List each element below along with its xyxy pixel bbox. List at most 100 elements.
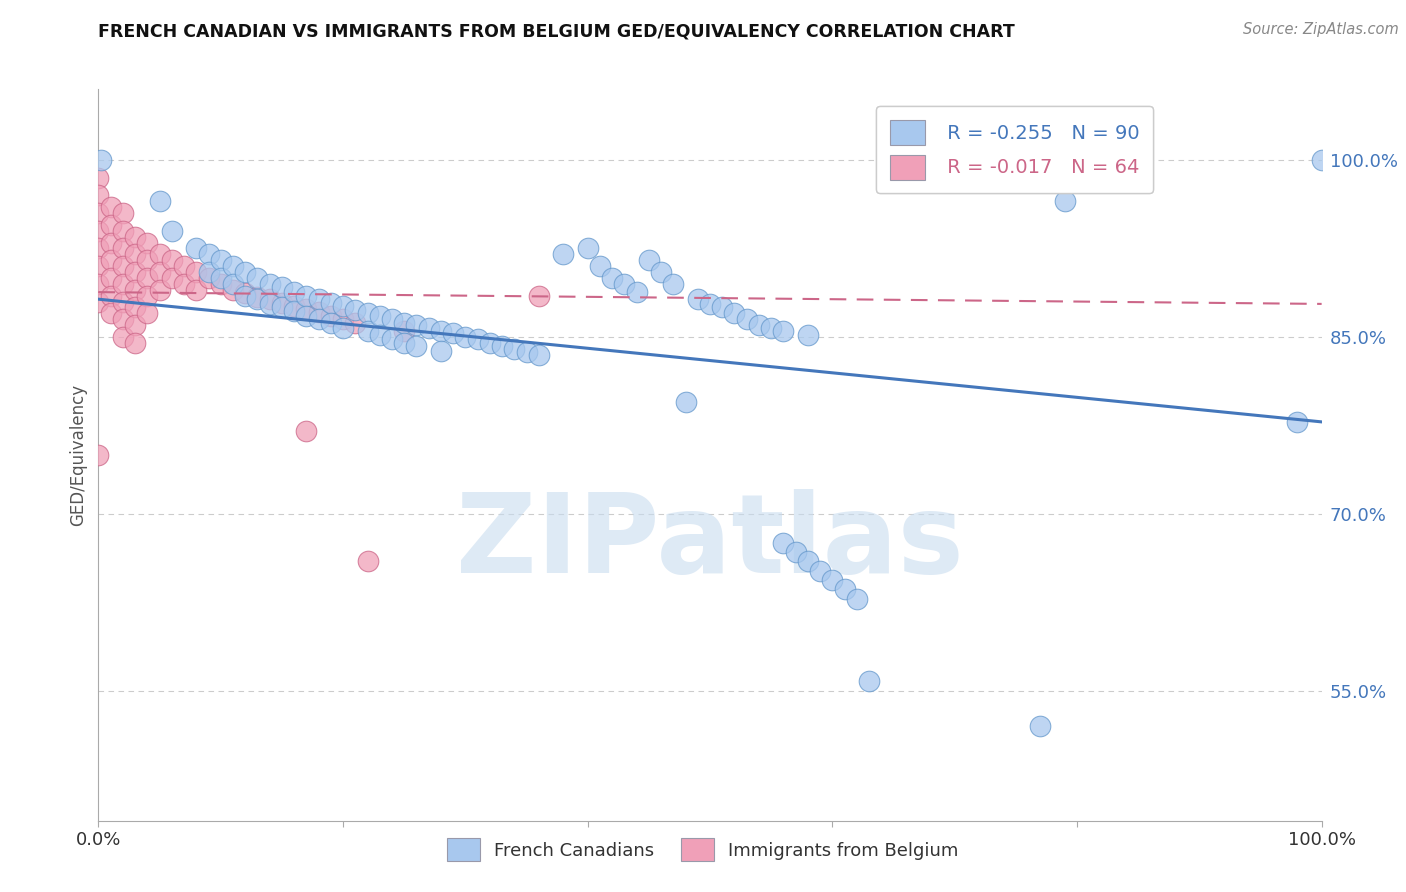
Y-axis label: GED/Equivalency: GED/Equivalency [69,384,87,526]
Point [699,297,721,311]
Point [246,271,269,285]
Point [589,259,612,273]
Point [111,330,134,344]
Point [723,306,745,320]
Point [748,318,770,333]
Point [100,200,122,214]
Point [478,335,501,350]
Point [259,297,281,311]
Point [295,288,318,302]
Point [491,339,513,353]
Point [356,554,378,568]
Point [785,544,807,558]
Point [270,280,294,294]
Point [344,302,367,317]
Point [100,271,122,285]
Point [149,265,172,279]
Point [209,277,232,291]
Point [283,299,305,313]
Point [111,312,134,326]
Point [259,277,281,291]
Point [430,344,453,359]
Point [319,316,342,330]
Legend:  R = -0.255   N = 90,  R = -0.017   N = 64: R = -0.255 N = 90, R = -0.017 N = 64 [876,106,1153,194]
Point [418,320,440,334]
Point [711,301,734,315]
Point [209,271,232,285]
Point [600,271,623,285]
Point [405,318,427,333]
Point [136,271,159,285]
Point [735,312,758,326]
Point [270,295,294,310]
Point [197,247,219,261]
Point [686,292,709,306]
Point [186,242,208,256]
Point [136,235,159,250]
Point [283,304,305,318]
Point [368,309,391,323]
Point [149,283,172,297]
Point [613,277,636,291]
Point [111,259,134,273]
Point [209,253,232,268]
Point [87,259,110,273]
Point [160,253,183,268]
Point [454,330,477,344]
Point [87,224,110,238]
Point [283,285,305,299]
Point [111,277,134,291]
Point [675,394,697,409]
Point [233,286,256,301]
Point [356,324,378,338]
Point [197,265,219,279]
Point [858,674,880,689]
Text: Source: ZipAtlas.com: Source: ZipAtlas.com [1243,22,1399,37]
Point [233,265,256,279]
Point [392,324,416,338]
Point [149,194,172,209]
Point [797,554,820,568]
Point [381,312,404,326]
Point [1053,194,1076,209]
Point [515,345,537,359]
Point [761,320,783,334]
Point [87,277,110,291]
Point [136,288,159,302]
Point [1029,719,1052,733]
Text: ZIPatlas: ZIPatlas [456,489,965,596]
Point [295,301,318,316]
Point [381,332,404,346]
Point [87,242,110,256]
Point [111,224,134,238]
Point [662,277,685,291]
Point [222,259,245,273]
Point [392,316,416,330]
Point [124,301,146,315]
Point [90,153,112,167]
Point [246,290,269,304]
Point [124,335,146,350]
Point [821,573,844,587]
Point [100,253,122,268]
Point [308,305,330,319]
Point [626,285,648,299]
Point [270,301,294,315]
Point [186,265,208,279]
Point [344,316,367,330]
Point [332,312,354,326]
Point [100,218,122,232]
Point [124,318,146,333]
Point [405,339,427,353]
Point [246,292,269,306]
Point [638,253,661,268]
Point [87,206,110,220]
Point [100,288,122,302]
Point [136,306,159,320]
Point [100,235,122,250]
Point [186,283,208,297]
Point [197,271,219,285]
Point [356,306,378,320]
Point [797,327,820,342]
Point [308,312,330,326]
